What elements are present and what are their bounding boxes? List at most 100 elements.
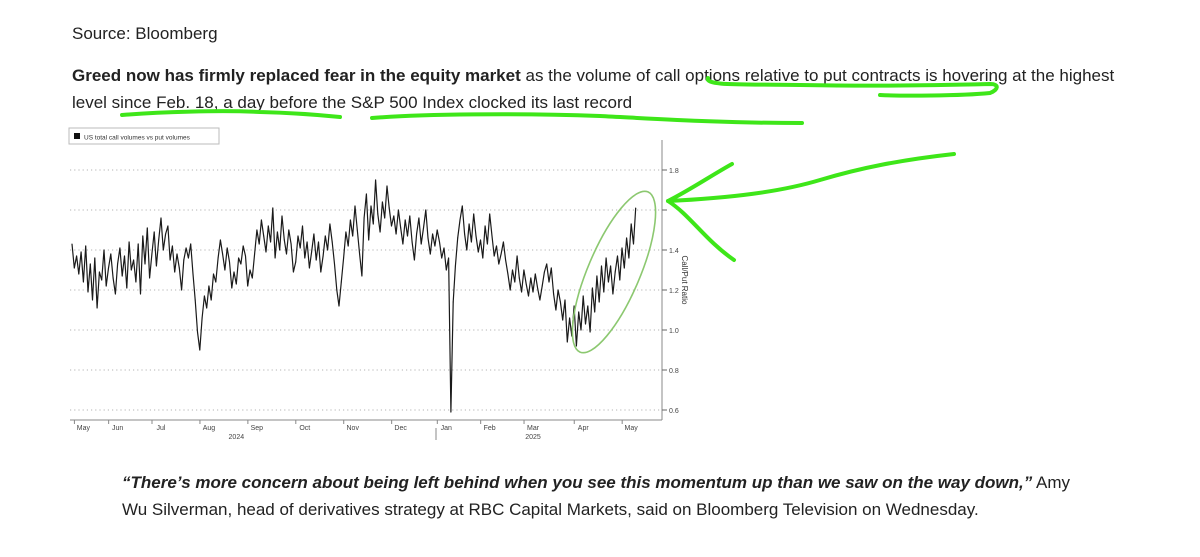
chart-series-line (71, 179, 637, 413)
chart-data-point (146, 227, 148, 229)
chart-data-point (80, 251, 82, 253)
chart-data-point (299, 247, 301, 249)
chart-data-point (249, 269, 251, 271)
chart-data-point (349, 219, 351, 221)
chart-data-point (155, 265, 157, 267)
chart-data-point (464, 233, 466, 235)
chart-data-point (85, 245, 87, 247)
chart-data-point (130, 269, 132, 271)
chart-data-point (117, 263, 119, 265)
chart-data-point (614, 271, 616, 273)
chart-data-point (427, 237, 429, 239)
chart-data-point (550, 267, 552, 269)
chart-data-point (215, 281, 217, 283)
chart-data-point (149, 277, 151, 279)
chart-data-point (468, 223, 470, 225)
chart-data-point (203, 295, 205, 297)
chart-y-tick-label: 1.8 (669, 168, 679, 175)
chart-data-point (78, 273, 80, 275)
chart-data-point (318, 241, 319, 243)
chart-data-point (315, 259, 317, 261)
chart-data-point (322, 255, 324, 257)
chart-data-point (407, 235, 408, 237)
chart-data-point (174, 271, 176, 273)
chart-y-tick-label: 1.0 (669, 328, 679, 335)
chart-data-point (235, 283, 237, 285)
chart-y-tick-label: 0.6 (669, 408, 679, 415)
chart-data-point (432, 233, 434, 235)
chart-data-point (598, 301, 600, 303)
chart-data-point (589, 331, 591, 333)
chart-data-point (628, 257, 630, 259)
chart-data-point (352, 235, 354, 237)
chart-data-point (605, 257, 607, 259)
chart-data-point (128, 241, 130, 243)
chart-data-point (171, 245, 173, 247)
chart-data-points (71, 179, 637, 413)
chart-data-point (201, 317, 203, 319)
chart-data-point (377, 213, 379, 215)
chart-data-point (482, 257, 484, 259)
chart-data-point (505, 259, 507, 261)
chart-data-point (379, 231, 381, 233)
chart-data-point (160, 217, 162, 219)
chart-data-point (452, 301, 454, 303)
chart-data-point (516, 255, 518, 257)
chart-data-point (525, 283, 527, 285)
chart-year-label: 2024 (229, 434, 245, 441)
chart-x-ticks: May Jun Jul Aug Sep Oct Nov Dec Jan Feb Mar Apr May 2… (73, 420, 639, 441)
chart-data-point (404, 219, 406, 221)
chart-data-point (457, 237, 459, 239)
chart-data-point (124, 255, 125, 257)
arrow-head (666, 162, 736, 262)
chart-data-point (254, 253, 256, 255)
chart-x-tick-label: Apr (578, 425, 590, 432)
chart-data-point (176, 253, 178, 255)
chart-data-point (466, 249, 468, 251)
chart-data-point (354, 205, 356, 207)
chart-data-point (276, 231, 278, 233)
chart-data-point (633, 243, 634, 245)
chart-data-point (500, 253, 502, 255)
chart-data-point (110, 253, 112, 255)
chart-data-point (224, 269, 226, 271)
chart-data-point (635, 207, 637, 209)
chart-data-point (512, 269, 513, 271)
chart-data-point (553, 293, 555, 295)
chart-x-tick-label: Mar (527, 425, 540, 432)
chart-data-point (591, 287, 593, 289)
chart-data-point (617, 255, 618, 257)
chart-data-point (587, 305, 589, 307)
chart-data-point (217, 257, 219, 259)
chart-data-point (498, 263, 500, 265)
chart-data-point (585, 323, 586, 325)
chart-x-tick-label: Feb (484, 425, 496, 432)
chart-y-tick-label: 0.8 (669, 368, 679, 375)
chart-x-tick-label: May (625, 425, 639, 432)
chart-data-point (365, 193, 367, 195)
chart-data-point (448, 257, 450, 259)
chart-data-point (213, 273, 214, 275)
chart-data-point (530, 277, 532, 279)
article-lead-rest: as the volume of call options relative t… (72, 66, 1115, 112)
chart-x-tick-label: Sep (251, 425, 264, 432)
chart-data-point (384, 217, 386, 219)
chart-data-point (532, 291, 534, 293)
chart-data-point (402, 243, 404, 245)
chart-data-point (381, 201, 383, 203)
chart-data-point (112, 277, 114, 279)
chart-data-point (528, 295, 529, 297)
chart-data-point (459, 219, 461, 221)
chart-data-point (105, 285, 107, 287)
chart-data-point (573, 305, 575, 307)
chart-data-point (194, 299, 196, 301)
chart-data-point (206, 307, 208, 309)
chart-data-point (94, 257, 96, 259)
chart-data-point (621, 247, 623, 249)
chart-data-point (187, 257, 189, 259)
article-paragraph: Greed now has firmly replaced fear in th… (72, 62, 1132, 116)
chart-data-point (229, 261, 230, 263)
chart-data-point (324, 235, 326, 237)
chart-data-point (219, 239, 221, 241)
chart-x-tick-label: Aug (203, 425, 216, 432)
